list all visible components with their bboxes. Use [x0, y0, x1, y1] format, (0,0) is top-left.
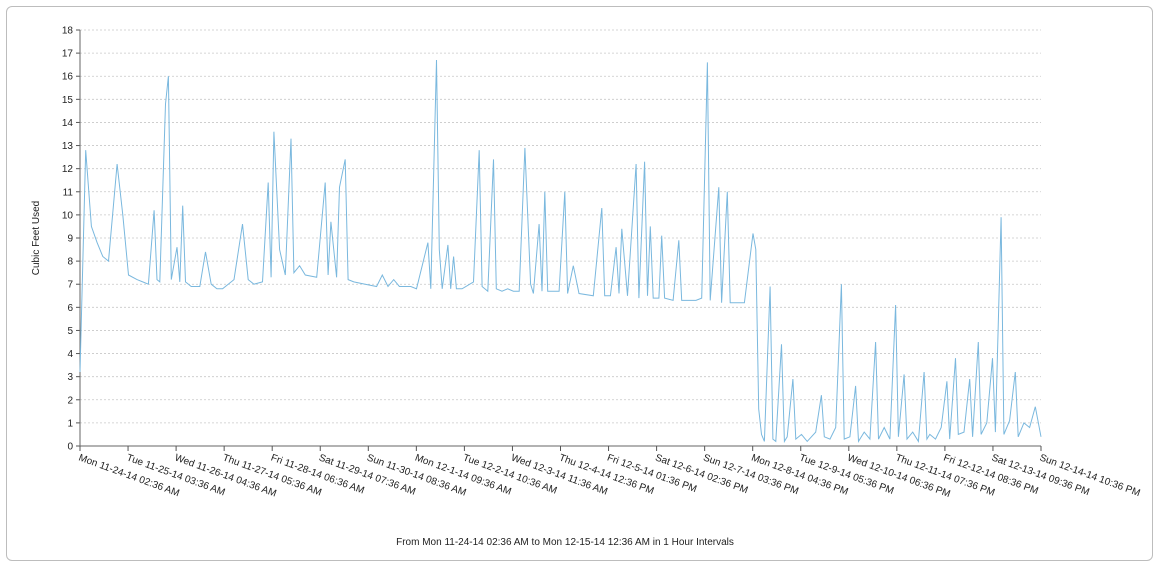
y-tick-label: 4 — [67, 349, 73, 360]
y-tick-label: 8 — [67, 257, 73, 268]
y-tick-label: 15 — [62, 95, 74, 106]
y-tick-label: 18 — [62, 26, 74, 37]
y-tick-label: 0 — [67, 442, 73, 453]
y-tick-label: 3 — [67, 372, 73, 383]
y-tick-label: 1 — [67, 418, 73, 429]
y-tick-label: 6 — [67, 303, 73, 314]
y-tick-label: 9 — [67, 234, 73, 245]
y-tick-label: 7 — [67, 280, 73, 291]
y-tick-label: 12 — [62, 164, 74, 175]
y-tick-label: 14 — [62, 118, 74, 129]
y-tick-label: 2 — [67, 395, 73, 406]
chart-frame — [6, 6, 1153, 561]
series-line — [79, 59, 1042, 444]
y-tick-label: 13 — [62, 141, 74, 152]
y-tick-label: 16 — [62, 72, 74, 83]
y-tick-label: 5 — [67, 326, 73, 337]
y-tick-label: 11 — [63, 187, 74, 198]
y-axis-title: Cubic Feet Used — [31, 201, 42, 275]
y-tick-label: 10 — [62, 210, 74, 221]
y-tick-label: 17 — [62, 49, 74, 60]
x-axis-title: From Mon 11-24-14 02:36 AM to Mon 12-15-… — [396, 537, 734, 548]
